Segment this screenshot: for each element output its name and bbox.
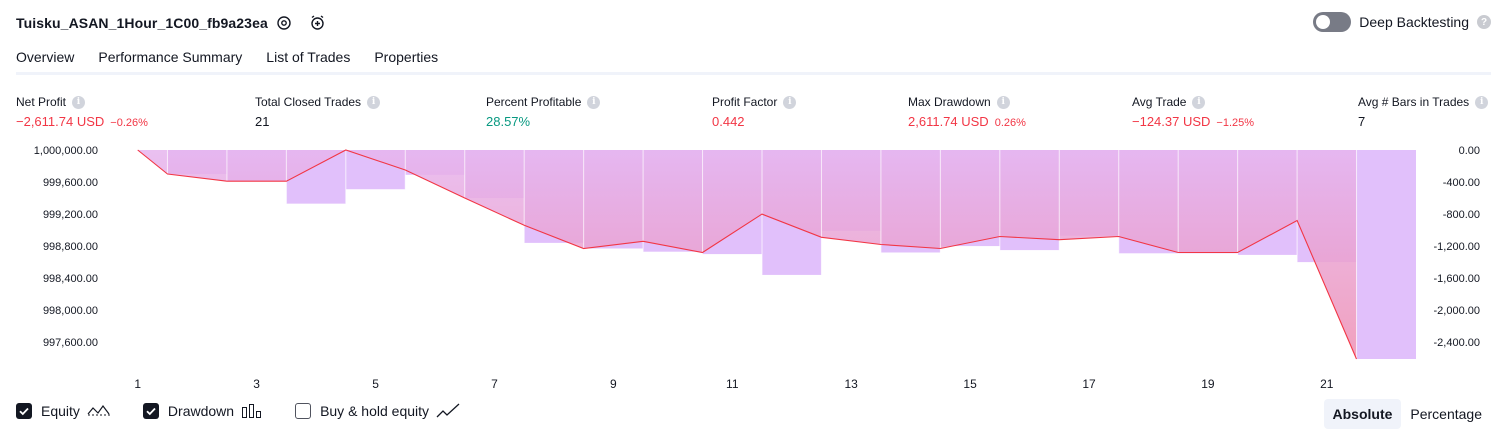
metric-label: Avg Trade — [1132, 95, 1187, 109]
metric-total-closed-trades: Total Closed Trades i 21 — [255, 94, 381, 129]
x-tick-label: 11 — [726, 377, 739, 391]
metric-avg-trade: Avg Trade i −124.37 USD −1.25% — [1132, 94, 1254, 129]
metric-value: −2,611.74 USD — [16, 114, 105, 129]
x-tick-label: 7 — [491, 377, 498, 391]
metric-percent-profitable: Percent Profitable i 28.57% — [486, 94, 601, 129]
x-tick-label: 15 — [963, 377, 977, 391]
metric-net-profit: Net Profit i −2,611.74 USD −0.26% — [16, 94, 148, 129]
drawdown-icon — [241, 403, 263, 419]
y-right-tick-label: 0.00 — [1459, 145, 1480, 157]
help-icon[interactable]: ? — [1477, 15, 1491, 29]
metric-profit-factor: Profit Factor i 0.442 — [712, 94, 797, 129]
toggle-knob — [1316, 15, 1331, 29]
add-alert-icon[interactable] — [309, 14, 327, 32]
y-right-tick-label: -2,400.00 — [1434, 337, 1480, 349]
y-left-tick-label: 998,400.00 — [43, 273, 98, 285]
tab-properties[interactable]: Properties — [374, 49, 439, 65]
x-tick-label: 3 — [253, 377, 260, 391]
equity-line — [137, 149, 1358, 360]
info-icon[interactable]: i — [367, 95, 381, 109]
chart-legend: Equity Drawdown Buy & hold equity — [16, 403, 492, 419]
deep-backtesting-control: Deep Backtesting ? — [1313, 12, 1491, 32]
info-icon[interactable]: i — [1475, 95, 1489, 109]
metric-label: Avg # Bars in Trades — [1358, 95, 1470, 109]
info-icon[interactable]: i — [996, 95, 1010, 109]
buy-hold-icon — [436, 403, 460, 419]
scale-mode-switch: Absolute Percentage — [1323, 399, 1492, 429]
y-right-tick-label: -800.00 — [1443, 209, 1480, 221]
y-right-tick-label: -1,200.00 — [1434, 241, 1480, 253]
y-left-tick-label: 1,000,000.00 — [34, 145, 98, 157]
metric-value: 28.57% — [486, 114, 531, 129]
mode-absolute[interactable]: Absolute — [1323, 399, 1402, 429]
x-tick-label: 21 — [1320, 377, 1334, 391]
metric-max-drawdown: Max Drawdown i 2,611.74 USD 0.26% — [908, 94, 1026, 129]
metric-label: Total Closed Trades — [255, 95, 362, 109]
x-tick-label: 13 — [845, 377, 859, 391]
metric-value: 21 — [255, 114, 270, 129]
y-left-tick-label: 999,200.00 — [43, 209, 98, 221]
equity-drawdown-chart[interactable]: 1,000,000.00 999,600.00 999,200.00 998,800.… — [0, 138, 1507, 396]
metric-label: Net Profit — [16, 95, 67, 109]
x-tick-label: 5 — [372, 377, 379, 391]
legend-drawdown[interactable]: Drawdown — [142, 403, 263, 419]
info-icon[interactable]: i — [72, 95, 86, 109]
mode-percentage[interactable]: Percentage — [1410, 406, 1482, 422]
legend-label: Buy & hold equity — [320, 403, 430, 419]
report-tabs: Overview Performance Summary List of Tra… — [16, 44, 439, 75]
metric-label: Max Drawdown — [908, 95, 991, 109]
y-right-tick-label: -1,600.00 — [1434, 273, 1480, 285]
tab-performance-summary[interactable]: Performance Summary — [98, 49, 243, 65]
info-icon[interactable]: i — [1192, 95, 1206, 109]
metric-value: 0.442 — [712, 114, 745, 129]
x-tick-label: 17 — [1082, 377, 1096, 391]
x-tick-label: 9 — [610, 377, 617, 391]
equity-checkbox[interactable] — [16, 403, 32, 419]
metric-percent: −0.26% — [110, 117, 148, 129]
x-tick-label: 1 — [134, 377, 141, 391]
tab-divider — [16, 72, 1491, 75]
legend-equity[interactable]: Equity — [16, 403, 111, 419]
deep-backtesting-label: Deep Backtesting — [1359, 14, 1469, 30]
settings-icon[interactable] — [275, 14, 293, 32]
metric-value: 2,611.74 USD — [908, 114, 989, 129]
deep-backtesting-toggle[interactable] — [1313, 12, 1352, 32]
metric-label: Percent Profitable — [486, 95, 582, 109]
y-right-tick-label: -400.00 — [1443, 177, 1480, 189]
metric-avg-bars-in-trades: Avg # Bars in Trades i 7 — [1358, 94, 1489, 129]
report-header: Tuisku_ASAN_1Hour_1C00_fb9a23ea Deep Bac… — [0, 0, 1507, 44]
drawdown-bar — [1356, 150, 1416, 359]
buy-hold-checkbox[interactable] — [295, 403, 312, 419]
metric-value: 7 — [1358, 114, 1366, 129]
drawdown-checkbox[interactable] — [142, 403, 159, 419]
info-icon[interactable]: i — [783, 95, 797, 109]
strategy-title: Tuisku_ASAN_1Hour_1C00_fb9a23ea — [16, 15, 268, 31]
y-left-tick-label: 997,600.00 — [43, 337, 98, 349]
info-icon[interactable]: i — [587, 95, 601, 109]
x-tick-label: 19 — [1201, 377, 1215, 391]
metric-percent: 0.26% — [994, 117, 1026, 129]
legend-label: Equity — [41, 403, 80, 419]
metric-value: −124.37 USD — [1132, 114, 1211, 129]
tab-list-of-trades[interactable]: List of Trades — [266, 49, 351, 65]
tab-overview[interactable]: Overview — [16, 44, 75, 75]
equity-area — [137, 150, 1357, 359]
legend-buy-hold[interactable]: Buy & hold equity — [295, 403, 460, 419]
y-left-tick-label: 998,800.00 — [43, 241, 98, 253]
metric-percent: −1.25% — [1216, 117, 1255, 129]
y-left-tick-label: 999,600.00 — [43, 177, 98, 189]
y-right-tick-label: -2,000.00 — [1434, 305, 1480, 317]
legend-label: Drawdown — [167, 403, 235, 419]
metric-label: Profit Factor — [712, 95, 778, 109]
equity-icon — [87, 403, 111, 419]
y-left-tick-label: 998,000.00 — [43, 305, 98, 317]
